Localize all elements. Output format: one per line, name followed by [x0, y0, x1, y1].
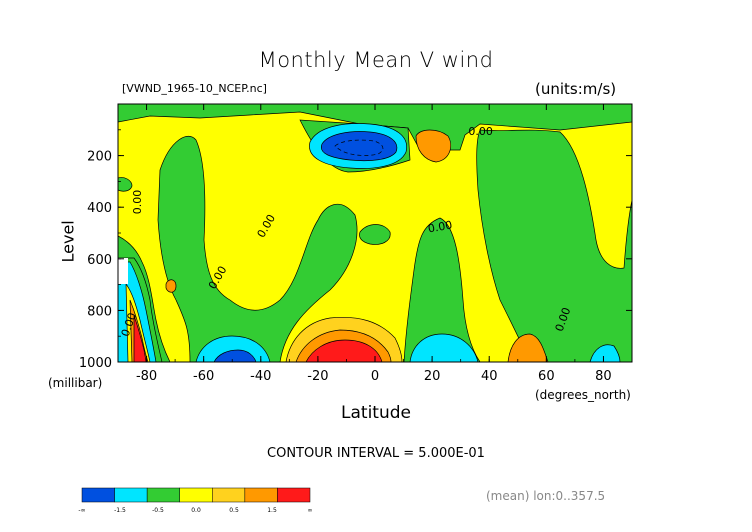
colorbar-label: -∞: [78, 507, 85, 514]
region-orange-topmid: [415, 129, 451, 163]
region-sp-red: [133, 315, 147, 362]
region-eq-blob: [359, 224, 391, 245]
axis-ticks: -80 -60 -40 -20 0 20 40 60 80 200 400 600 800 1000: [79, 104, 633, 384]
region-nh-low-cyan-right: [589, 344, 621, 362]
x-tick-label: -20: [307, 369, 328, 384]
x-tick-label: 20: [424, 369, 441, 384]
region-orange-left: [165, 279, 177, 293]
colorbar-label: ∞: [308, 507, 313, 514]
x-axis-unit: (degrees_north): [535, 388, 631, 402]
x-tick-label: 0: [371, 369, 379, 384]
colorbar-label: 0.5: [229, 507, 239, 514]
x-tick-label: -60: [193, 369, 214, 384]
colorbar: -∞ -1.5 -0.5 0.0 0.5 1.5 ∞: [78, 487, 313, 514]
region-nh-low-cyan: [409, 333, 479, 362]
contour-label: 0.00: [131, 190, 144, 215]
y-tick-label: 400: [87, 201, 112, 216]
y-tick-label: 800: [87, 304, 112, 319]
colorbar-segment: [114, 487, 148, 503]
colorbar-label: -0.5: [152, 507, 164, 514]
region-sh-low-blue: [213, 349, 257, 362]
region-sp-missing: [118, 258, 128, 284]
y-axis-unit: (millibar): [48, 376, 103, 390]
colorbar-segment: [81, 487, 115, 503]
colorbar-label: 1.5: [267, 507, 277, 514]
contour-interval-label: CONTOUR INTERVAL = 5.000E-01: [267, 446, 485, 461]
region-upper-jet-blue: [320, 131, 398, 162]
contour-label: 0.00: [427, 218, 453, 235]
contour-label: 0.00: [468, 125, 493, 138]
y-tick-label: 1000: [79, 356, 112, 371]
contour-field: [118, 104, 632, 362]
colorbar-segment: [179, 487, 213, 503]
region-orange-nh-low: [507, 333, 549, 362]
region-upper-jet-core: [334, 139, 384, 156]
x-tick-label: 40: [481, 369, 498, 384]
x-tick-label: 60: [538, 369, 555, 384]
region-low-eq-red: [305, 339, 383, 362]
source-file-label: [VWND_1965-10_NCEP.nc]: [122, 82, 267, 95]
x-tick-label: -40: [250, 369, 271, 384]
x-tick-label: -80: [136, 369, 157, 384]
y-tick-label: 600: [87, 253, 112, 268]
mean-info-label: (mean) lon:0..357.5: [486, 489, 606, 503]
colorbar-segment: [212, 487, 246, 503]
colorbar-segment: [146, 487, 180, 503]
colorbar-label: 0.0: [191, 507, 201, 514]
region-nh-right: [476, 129, 632, 362]
colorbar-segment: [244, 487, 278, 503]
units-label: (units:m/s): [535, 80, 617, 98]
chart-title: Monthly Mean V wind: [258, 48, 494, 72]
colorbar-label: -1.5: [114, 507, 126, 514]
x-axis-label: Latitude: [341, 403, 411, 423]
y-tick-label: 200: [87, 150, 112, 165]
x-tick-label: 80: [595, 369, 612, 384]
region-nh-column: [403, 217, 481, 362]
region-nh-left-edge-blob: [118, 177, 133, 192]
region-sh-column: [157, 135, 358, 362]
colorbar-segment: [277, 487, 311, 503]
